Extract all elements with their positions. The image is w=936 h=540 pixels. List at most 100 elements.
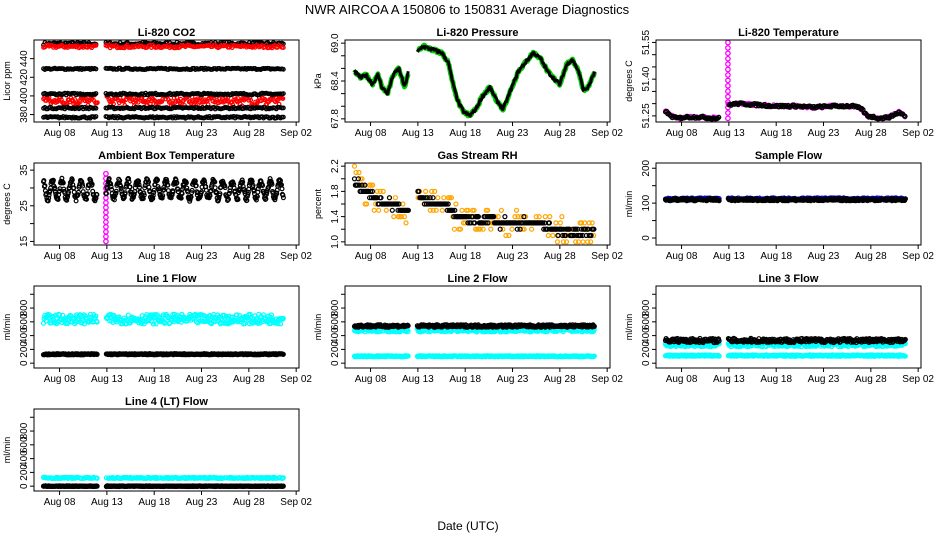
temp-point [150,193,156,199]
rh-point-alt [586,220,592,226]
rh-point-alt [559,214,565,220]
co2-point [281,91,286,96]
plot-frame [655,39,922,123]
temp-point [73,198,79,204]
rh-point [560,232,566,239]
rh-point [513,220,519,226]
temp-point [146,179,152,185]
rh-point [483,220,489,226]
x-tick-label: Aug 23 [497,374,529,385]
temp-point [280,192,286,198]
temp-point [147,189,153,195]
x-tick-label: Aug 13 [91,374,123,385]
rh-point-alt [503,232,509,239]
temp-point [141,192,147,198]
rh-point [359,182,365,188]
y-axis-label: kPa [313,73,323,89]
y-tick-label: 67.8 [330,109,341,129]
temp-point [136,182,142,188]
temp-point [126,179,132,185]
temp-point [160,193,166,199]
x-tick-label: Aug 13 [713,251,745,262]
rh-point-alt [488,226,494,232]
x-tick-label: Aug 18 [138,128,170,139]
x-tick-label: Sep 02 [902,251,934,262]
x-tick-label: Sep 02 [280,374,312,385]
co2-point [93,114,99,119]
plot-frame [33,162,300,246]
temp-point [279,186,285,192]
plot-area [351,163,597,245]
temp-point [175,186,181,192]
rh-point-alt [589,220,595,226]
flow-point [201,313,208,319]
panel-title: Li-820 Pressure [437,27,519,39]
co2-point [281,114,286,120]
rh-point-alt [398,214,404,220]
rh-point-alt [500,226,506,232]
y-tick-label: 400 [330,327,341,344]
rh-point-alt [451,226,457,232]
temp-point [103,191,109,197]
flow-point [56,312,63,318]
spike-point [725,45,731,51]
rh-point-alt [485,207,491,213]
x-tick-label: Aug 23 [497,128,529,139]
flow-point [153,321,159,327]
temp-point [159,195,165,201]
temp-point [46,195,52,201]
rh-point-alt [376,207,382,213]
flow-point [591,323,597,329]
temp-point [121,194,127,200]
x-tick-label: Aug 28 [544,374,576,385]
rh-point [464,214,470,220]
rh-point [389,207,395,213]
spike-point [725,115,731,122]
rh-point-alt [581,220,588,226]
y-tick-label: 440 [19,50,30,67]
plot-area [40,170,286,245]
rh-point [356,182,362,188]
x-tick-label: Aug 13 [402,374,434,385]
spike-point [725,88,731,95]
rh-point [378,195,384,201]
rh-point-alt [433,207,439,213]
temp-point [192,178,198,184]
y-tick-label: 400 [19,327,30,344]
x-tick-label: Aug 23 [186,251,218,262]
x-tick-label: Aug 08 [355,128,387,139]
plot-area [41,40,286,121]
rh-point-alt [557,220,564,226]
flow-point [274,316,280,322]
temp-point [183,180,189,186]
temp-point [89,181,95,187]
flow-point [902,196,908,202]
rh-point-alt [515,214,521,220]
rh-point-alt [513,207,520,213]
rh-point [368,188,374,194]
rh-point-alt [553,220,559,226]
x-tick-label: Aug 28 [233,128,265,139]
flow-point [268,312,274,318]
x-tick-label: Aug 23 [808,251,840,262]
rh-point-alt [427,207,433,213]
rh-point-alt [374,188,380,194]
spike-point [725,55,731,62]
x-tick-label: Aug 08 [44,374,76,385]
y-tick-label: 400 [19,87,30,104]
rh-point [502,214,508,220]
rh-point-alt [457,226,464,232]
y-tick-label: 51.25 [641,103,652,128]
rh-point [355,176,361,182]
flow-point [405,353,411,359]
temp-point [118,183,124,189]
x-tick-label: Aug 08 [44,251,76,262]
rh-point [573,226,579,232]
spike-point [725,82,731,89]
y-axis-label: percent [313,188,323,219]
x-tick-label: Aug 13 [713,128,745,139]
x-tick-label: Aug 28 [855,251,887,262]
rh-point-alt [391,214,397,220]
